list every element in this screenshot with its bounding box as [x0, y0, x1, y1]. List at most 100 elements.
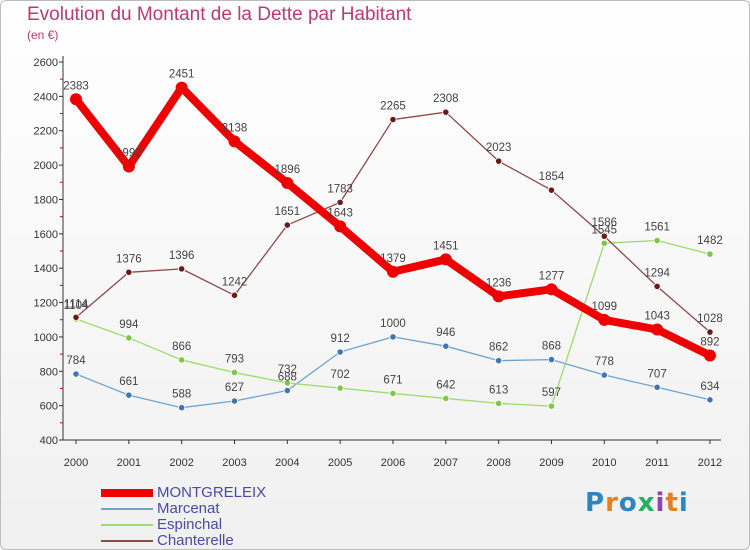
data-label-montgreleix: 1643 [327, 207, 353, 219]
data-point [336, 384, 344, 392]
data-label-montgreleix: 1277 [539, 270, 565, 282]
x-tick-label: 2003 [222, 457, 246, 469]
data-label-marcenat: 707 [648, 368, 667, 380]
y-tick-label: 1600 [34, 229, 58, 241]
data-point [495, 357, 503, 365]
data-point [492, 290, 505, 303]
x-tick-label: 2000 [64, 457, 88, 469]
data-label-espinchal: 1545 [592, 224, 618, 236]
data-label-montgreleix: 892 [700, 336, 719, 348]
data-point [706, 396, 714, 404]
series-chanterelle [72, 108, 714, 336]
data-point [547, 355, 556, 364]
y-tick-label: 600 [40, 401, 58, 413]
data-label-chanterelle: 1028 [697, 313, 723, 325]
data-label-espinchal: 793 [225, 353, 244, 365]
data-point [600, 232, 608, 240]
data-point [651, 323, 664, 336]
legend-swatch [101, 489, 153, 497]
data-point [389, 389, 397, 398]
data-label-marcenat: 862 [489, 342, 508, 354]
data-point [336, 348, 344, 356]
proxiti-logo: Proxiti [585, 488, 689, 518]
data-label-marcenat: 868 [542, 341, 561, 353]
y-tick-label: 2400 [34, 91, 58, 103]
data-label-chanterelle: 2023 [486, 142, 512, 154]
data-point [439, 253, 452, 266]
data-point [598, 313, 611, 326]
x-tick-label: 2008 [486, 457, 510, 469]
data-label-chanterelle: 1783 [327, 183, 353, 195]
x-tick-label: 2010 [592, 457, 616, 469]
y-tick-label: 1400 [34, 263, 58, 275]
data-label-chanterelle: 1376 [116, 253, 142, 265]
data-point [389, 333, 397, 341]
data-point [706, 328, 714, 336]
data-point [178, 356, 186, 364]
legend-swatch [101, 524, 153, 526]
data-label-marcenat: 912 [331, 333, 350, 345]
data-point [125, 391, 133, 399]
data-point [283, 386, 291, 395]
x-tick-label: 2011 [645, 457, 669, 469]
data-label-chanterelle: 1294 [644, 267, 670, 279]
x-tick-label: 2009 [539, 457, 563, 469]
series-marcenat [72, 333, 714, 412]
y-tick-label: 2000 [34, 160, 58, 172]
x-tick-label: 2007 [434, 457, 458, 469]
data-label-espinchal: 702 [331, 369, 350, 381]
y-tick-label: 400 [40, 435, 58, 447]
x-tick-label: 2005 [328, 457, 352, 469]
data-label-espinchal: 1482 [697, 235, 723, 247]
x-tick-label: 2012 [698, 457, 722, 469]
data-point [600, 239, 608, 247]
data-label-montgreleix: 1043 [644, 311, 670, 323]
data-point [336, 198, 344, 206]
data-point [281, 176, 294, 189]
data-label-espinchal: 732 [278, 364, 297, 376]
data-point [653, 236, 661, 245]
data-label-marcenat: 627 [225, 382, 244, 394]
logo-letter: x [637, 488, 656, 518]
data-point [283, 221, 291, 229]
data-label-montgreleix: 1451 [433, 240, 459, 252]
series-montgreleix [70, 81, 716, 362]
data-label-marcenat: 588 [172, 389, 191, 401]
data-label-montgreleix: 2451 [169, 69, 195, 81]
data-label-chanterelle: 2308 [433, 93, 459, 105]
data-label-espinchal: 1561 [644, 222, 670, 234]
data-label-espinchal: 642 [436, 379, 455, 391]
data-point [230, 397, 239, 405]
data-point [653, 282, 661, 290]
y-tick-label: 1200 [34, 298, 58, 310]
y-tick-label: 1000 [34, 332, 58, 344]
data-point [228, 135, 241, 148]
data-point [547, 402, 556, 410]
logo-letter: i [678, 488, 689, 518]
data-label-marcenat: 778 [595, 356, 614, 368]
data-label-espinchal: 866 [172, 341, 191, 353]
y-tick-label: 1800 [34, 194, 58, 206]
data-label-chanterelle: 2265 [380, 101, 406, 113]
x-tick-label: 2004 [275, 457, 299, 469]
data-point [703, 349, 716, 362]
data-label-marcenat: 661 [119, 376, 138, 388]
data-label-espinchal: 1104 [64, 300, 89, 312]
data-label-marcenat: 634 [700, 381, 720, 393]
y-tick-label: 2600 [34, 57, 58, 69]
data-label-montgreleix: 2383 [63, 80, 89, 92]
data-label-espinchal: 671 [383, 374, 402, 386]
data-point [547, 186, 556, 194]
y-tick-label: 800 [40, 366, 58, 378]
legend-label: MONTGRELEIX [157, 484, 267, 501]
data-point [122, 160, 135, 173]
data-point [389, 115, 397, 124]
logo-letter: P [585, 488, 606, 518]
data-point [653, 383, 661, 391]
series-espinchal [72, 236, 714, 410]
data-label-chanterelle: 1854 [539, 171, 565, 183]
data-point [495, 399, 503, 408]
x-tick-label: 2006 [381, 457, 405, 469]
